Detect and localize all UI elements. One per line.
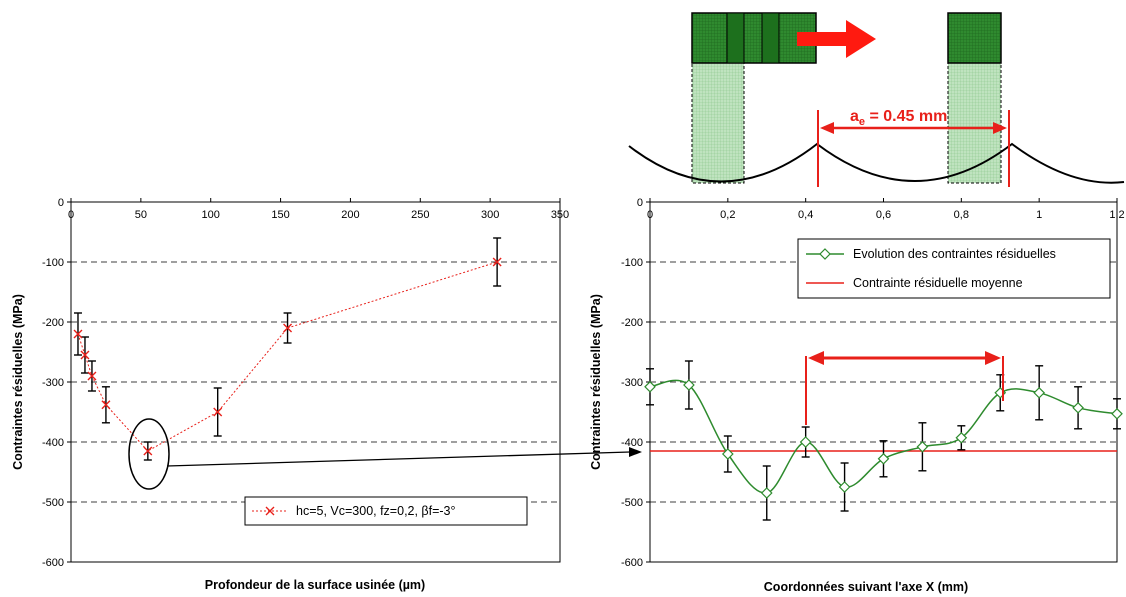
data-point xyxy=(283,323,293,333)
left-y-ticks: 0 -100 -200 -300 -400 -500 -600 xyxy=(42,197,71,569)
left-y-tick-label: -100 xyxy=(42,257,64,269)
feed-direction-arrow xyxy=(797,20,876,58)
data-point xyxy=(1111,407,1123,420)
right-y-tick-label: -100 xyxy=(621,257,643,269)
data-point xyxy=(838,481,851,493)
left-markers xyxy=(73,257,502,456)
right-y-tick-label: -300 xyxy=(621,377,643,389)
data-point xyxy=(213,407,223,417)
data-point xyxy=(1033,386,1046,399)
right-legend-label-1: Evolution des contraintes résiduelles xyxy=(853,247,1056,261)
data-point xyxy=(760,487,773,499)
right-x-tick-label: 0 xyxy=(647,209,653,221)
connector-arrowhead xyxy=(629,447,642,457)
highlight-ellipse xyxy=(128,418,170,490)
left-tool-projection xyxy=(691,62,745,184)
right-y-tick-label: -400 xyxy=(621,437,643,449)
left-x-tick-label: 200 xyxy=(341,209,359,221)
series-line xyxy=(77,261,498,452)
right-legend-marker-1 xyxy=(819,248,831,260)
data-point xyxy=(101,400,111,410)
data-point xyxy=(644,380,656,393)
data-point xyxy=(799,436,812,448)
data-point xyxy=(955,431,968,444)
data-point xyxy=(492,257,502,267)
data-point xyxy=(80,350,90,360)
right-y-tick-label: 0 xyxy=(637,197,643,209)
right-markers xyxy=(644,379,1123,499)
left-x-ticks: 0 50 100 150 200 250 300 350 xyxy=(68,198,569,221)
data-point xyxy=(73,329,83,339)
data-point xyxy=(916,440,929,453)
right-x-tick-label: 0,8 xyxy=(954,209,969,221)
left-tool-band-2 xyxy=(761,12,780,64)
ae-symbol: a xyxy=(850,108,859,125)
ae-arrowhead-right xyxy=(993,122,1007,134)
right-y-ticks: 0 -100 -200 -300 -400 -500 -600 xyxy=(621,197,650,569)
left-y-tick-label: 0 xyxy=(58,197,64,209)
right-x-tick-label: 1,2 xyxy=(1109,209,1124,221)
right-y-tick-label: -200 xyxy=(621,317,643,329)
right-y-axis-title: Contraintes résiduelles (MPa) xyxy=(589,294,603,470)
data-point xyxy=(143,446,153,456)
left-y-tick-label: -200 xyxy=(42,317,64,329)
right-legend-label-2: Contrainte résiduelle moyenne xyxy=(853,276,1023,290)
left-tool-body xyxy=(691,12,817,64)
right-legend-box xyxy=(797,238,1111,299)
left-x-tick-label: 350 xyxy=(551,209,569,221)
left-x-tick-label: 100 xyxy=(202,209,220,221)
data-point xyxy=(87,371,97,381)
left-legend: hc=5, Vc=300, fz=0,2, βf=-3° xyxy=(244,496,528,526)
left-legend-marker xyxy=(265,506,275,516)
left-tool-band-1 xyxy=(726,12,745,64)
left-x-tick-label: 250 xyxy=(411,209,429,221)
left-errorbars xyxy=(73,237,502,461)
ae-arrowhead-left xyxy=(820,122,834,134)
ae-subscript: e xyxy=(859,116,865,128)
milling-schematic: ae = 0.45 mm xyxy=(628,12,1125,187)
left-x-tick-label: 150 xyxy=(271,209,289,221)
right-legend: Evolution des contraintes résiduelles Co… xyxy=(797,238,1111,299)
left-x-axis-title: Profondeur de la surface usinée (µm) xyxy=(205,578,425,592)
data-point xyxy=(1072,401,1084,414)
scallop-profile xyxy=(628,142,1125,184)
right-tool-body xyxy=(947,12,1002,64)
left-legend-box xyxy=(244,496,528,526)
period-arrow xyxy=(805,351,1004,425)
data-point xyxy=(721,448,734,460)
right-x-tick-label: 1 xyxy=(1036,209,1042,221)
left-y-tick-label: -600 xyxy=(42,557,64,569)
ae-annotation: ae = 0.45 mm xyxy=(850,108,947,128)
right-x-tick-label: 0,2 xyxy=(720,209,735,221)
connector-arrow xyxy=(166,451,631,467)
left-y-tick-label: -500 xyxy=(42,497,64,509)
right-chart: 0 0,2 0,4 0,6 0,8 1 1,2 0 -100 -200 -300 -400 -500 -… xyxy=(589,197,1125,594)
left-x-tick-label: 0 xyxy=(68,209,74,221)
left-x-tick-label: 300 xyxy=(481,209,499,221)
left-legend-label: hc=5, Vc=300, fz=0,2, βf=-3° xyxy=(296,504,456,518)
left-y-tick-label: -300 xyxy=(42,377,64,389)
left-grid xyxy=(71,261,560,503)
right-y-tick-label: -500 xyxy=(621,497,643,509)
left-x-tick-label: 50 xyxy=(135,209,147,221)
data-point xyxy=(683,379,695,391)
left-y-tick-label: -400 xyxy=(42,437,64,449)
right-y-tick-label: -600 xyxy=(621,557,643,569)
left-series-line xyxy=(77,261,498,452)
right-x-axis-title: Coordonnées suivant l'axe X (mm) xyxy=(764,580,968,594)
right-errorbars xyxy=(646,360,1121,521)
left-chart: 0 50 100 150 200 250 300 350 0 -100 -200 -300 -400 -… xyxy=(11,197,642,592)
data-point xyxy=(877,452,890,465)
right-x-tick-label: 0,6 xyxy=(876,209,891,221)
right-x-tick-label: 0,4 xyxy=(798,209,813,221)
right-x-ticks: 0 0,2 0,4 0,6 0,8 1 1,2 xyxy=(647,198,1125,221)
ae-value: = 0.45 mm xyxy=(865,108,947,125)
left-y-axis-title: Contraintes résiduelles (MPa) xyxy=(11,294,25,470)
